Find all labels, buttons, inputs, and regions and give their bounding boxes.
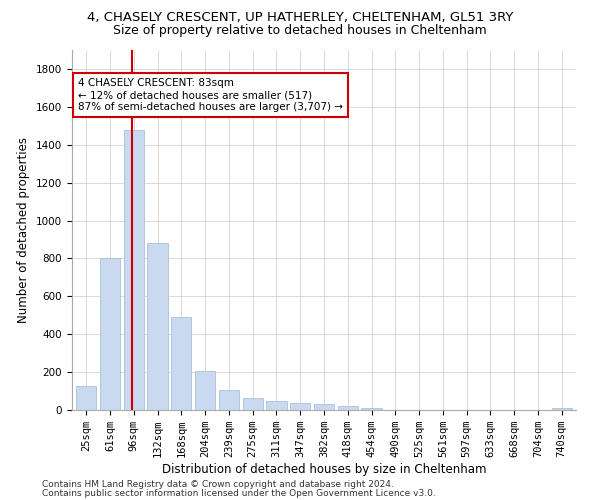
Bar	[242, 398, 263, 410]
Bar	[100, 258, 120, 410]
Bar	[290, 404, 310, 410]
Bar	[124, 130, 144, 410]
Bar	[76, 386, 97, 410]
Bar	[338, 406, 358, 410]
Bar	[219, 390, 239, 410]
Bar	[195, 371, 215, 410]
Bar	[551, 408, 572, 410]
Text: 4, CHASELY CRESCENT, UP HATHERLEY, CHELTENHAM, GL51 3RY: 4, CHASELY CRESCENT, UP HATHERLEY, CHELT…	[87, 11, 513, 24]
Text: Contains HM Land Registry data © Crown copyright and database right 2024.: Contains HM Land Registry data © Crown c…	[42, 480, 394, 489]
Bar	[148, 244, 167, 410]
X-axis label: Distribution of detached houses by size in Cheltenham: Distribution of detached houses by size …	[162, 463, 486, 476]
Bar	[171, 317, 191, 410]
Bar	[314, 404, 334, 410]
Text: Contains public sector information licensed under the Open Government Licence v3: Contains public sector information licen…	[42, 488, 436, 498]
Text: 4 CHASELY CRESCENT: 83sqm
← 12% of detached houses are smaller (517)
87% of semi: 4 CHASELY CRESCENT: 83sqm ← 12% of detac…	[78, 78, 343, 112]
Bar	[266, 400, 287, 410]
Bar	[361, 408, 382, 410]
Y-axis label: Number of detached properties: Number of detached properties	[17, 137, 31, 323]
Text: Size of property relative to detached houses in Cheltenham: Size of property relative to detached ho…	[113, 24, 487, 37]
